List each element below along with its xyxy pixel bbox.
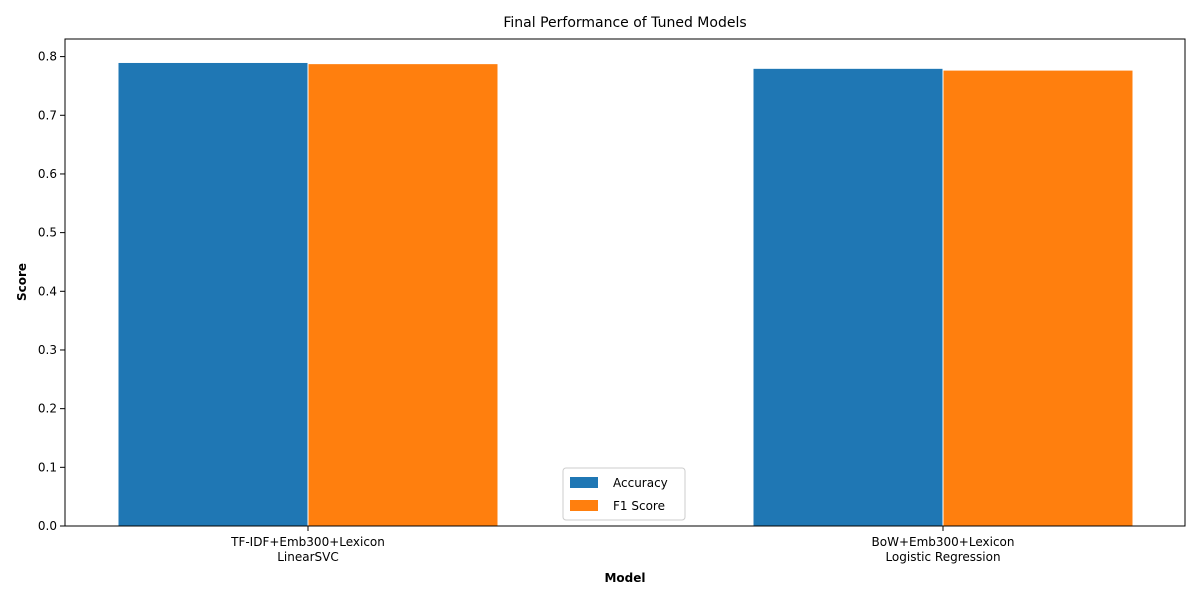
x-tick-label: BoW+Emb300+Lexicon <box>872 535 1015 549</box>
y-tick-label: 0.4 <box>38 284 57 298</box>
legend-swatch-accuracy <box>570 477 598 488</box>
y-axis: 0.0 0.1 0.2 0.3 0.4 0.5 0.6 0.7 0.8 <box>38 50 65 533</box>
bar-accuracy-0 <box>117 61 309 527</box>
x-tick-label: TF-IDF+Emb300+Lexicon <box>230 535 385 549</box>
bar-f1-1 <box>942 69 1134 527</box>
y-tick-label: 0.3 <box>38 343 57 357</box>
legend-label-accuracy: Accuracy <box>613 476 668 490</box>
x-axis-label: Model <box>604 571 645 585</box>
legend: Accuracy F1 Score <box>562 467 686 521</box>
legend-swatch-f1 <box>570 500 598 511</box>
y-tick-label: 0.5 <box>38 226 57 240</box>
x-tick-label: LinearSVC <box>277 550 339 564</box>
y-axis-label: Score <box>15 263 29 301</box>
y-tick-label: 0.6 <box>38 167 57 181</box>
plot-frame <box>64 38 1186 527</box>
y-tick-label: 0.7 <box>38 108 57 122</box>
bars-group <box>117 61 1134 527</box>
bar-f1-0 <box>307 63 499 527</box>
bar-accuracy-1 <box>752 67 944 527</box>
chart-title: Final Performance of Tuned Models <box>503 15 746 31</box>
y-tick-label: 0.1 <box>38 460 57 474</box>
y-tick-label: 0.0 <box>38 519 57 533</box>
y-tick-label: 0.8 <box>38 50 57 64</box>
y-tick-label: 0.2 <box>38 402 57 416</box>
legend-label-f1: F1 Score <box>613 499 665 513</box>
x-tick-label: Logistic Regression <box>885 550 1000 564</box>
